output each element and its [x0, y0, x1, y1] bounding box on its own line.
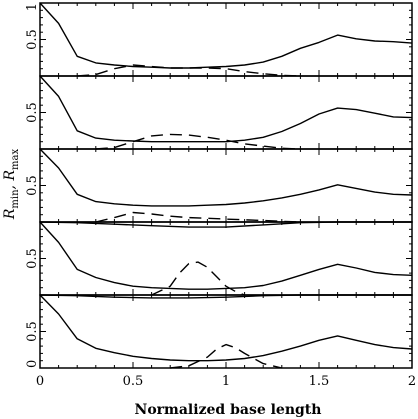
- y-tick-label: 0.5: [25, 29, 40, 50]
- panel-frame: [39, 148, 413, 223]
- y-tick-label: 1: [25, 3, 40, 11]
- solid-curve: [39, 221, 413, 290]
- dashed-curve: [95, 133, 301, 150]
- dashed-curve: [170, 343, 282, 369]
- solid-curve: [39, 294, 413, 362]
- x-tick-label: 2: [408, 374, 416, 389]
- solid-curve: [39, 2, 413, 69]
- dashed-curve: [151, 261, 245, 296]
- y-axis-title-main-2: R: [2, 170, 18, 182]
- y-axis-title-sub2: max: [10, 149, 21, 170]
- x-tick-label: 1.5: [309, 374, 330, 389]
- y-axis-title-sep: ,: [2, 181, 18, 190]
- y-tick-label: 0.5: [25, 102, 40, 123]
- y-axis-title-sub1: min: [10, 189, 21, 209]
- panel-2: 0.5: [25, 75, 413, 150]
- solid-curve: [39, 294, 412, 299]
- x-tick-label: 1: [222, 374, 230, 389]
- panel-frame: [39, 294, 413, 369]
- x-tick-labels: 0 0.5 1 1.5 2: [36, 374, 416, 389]
- y-tick-label: 0.5: [25, 248, 40, 269]
- panels: 10.50.50.50.500.5: [25, 2, 413, 369]
- x-tick-label: 0.5: [123, 374, 144, 389]
- panel-frame: [39, 221, 413, 296]
- y-axis-title: Rmin, Rmax: [2, 149, 21, 221]
- y-axis-title-main: R: [2, 208, 18, 220]
- x-axis-title: Normalized base length: [135, 402, 322, 418]
- panel-1: 10.5: [25, 2, 413, 77]
- solid-curve: [39, 148, 413, 207]
- dashed-curve: [77, 64, 301, 77]
- y-tick-label: 0: [25, 360, 40, 368]
- x-tick-label: 0: [36, 374, 44, 389]
- y-tick-label: 0.5: [25, 321, 40, 342]
- dashed-curve: [95, 211, 301, 223]
- panel-5: 00.5: [25, 294, 413, 369]
- panel-3: 0.5: [25, 148, 413, 223]
- panel-4: 0.5: [25, 221, 413, 296]
- y-tick-label: 0.5: [25, 175, 40, 196]
- solid-curve: [39, 75, 413, 143]
- solid-curve: [39, 221, 412, 228]
